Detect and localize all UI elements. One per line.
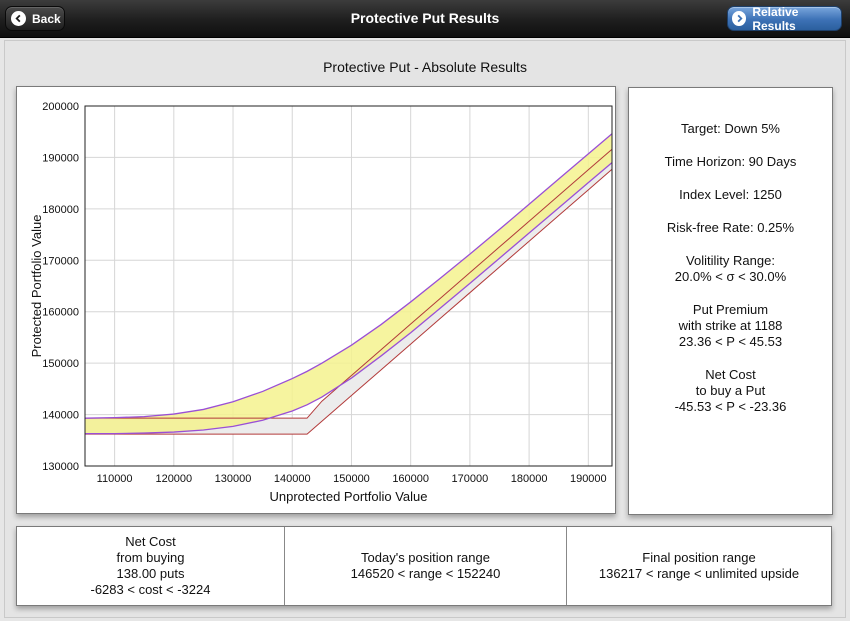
today-range-value: 146520 < range < 152240	[350, 566, 501, 581]
results-title: Protective Put - Absolute Results	[323, 59, 527, 75]
summary-today-range: Today's position range 146520 < range < …	[284, 527, 566, 605]
time-horizon-text: Time Horizon: 90 Days	[664, 154, 797, 169]
y-tick-label: 200000	[42, 101, 79, 113]
page-title: Protective Put Results	[350, 10, 500, 26]
x-axis-label: Unprotected Portfolio Value	[269, 489, 427, 504]
summary-panel: Net Cost from buying 138.00 puts -6283 <…	[16, 526, 832, 606]
back-button[interactable]: Back	[5, 6, 65, 31]
net-cost-subtitle: to buy a Put	[695, 383, 766, 398]
back-button-label: Back	[32, 11, 61, 26]
put-premium-label: Put Premium	[692, 302, 769, 317]
parameters-panel: Target: Down 5% Time Horizon: 90 Days In…	[628, 87, 833, 515]
summary-final-range: Final position range 136217 < range < un…	[566, 527, 831, 605]
final-range-heading: Final position range	[642, 550, 756, 565]
index-level-text: Index Level: 1250	[679, 187, 782, 202]
today-range-heading: Today's position range	[361, 550, 490, 565]
x-tick-label: 150000	[333, 473, 370, 485]
y-tick-label: 140000	[42, 410, 79, 422]
x-tick-label: 120000	[155, 473, 192, 485]
protective-put-chart: 110000 120000 130000 140000 150000 160000 1700…	[29, 101, 613, 504]
plot-area	[85, 106, 612, 466]
y-tick-label: 190000	[42, 152, 79, 164]
net-cost-range: -45.53 < P < -23.36	[674, 399, 787, 414]
y-tick-label: 180000	[42, 204, 79, 216]
relative-results-button[interactable]: Relative Results	[727, 4, 842, 33]
x-tick-label: 110000	[97, 473, 133, 485]
net-cost-from-buying: from buying	[116, 550, 185, 565]
plot-frame	[84, 105, 613, 467]
x-tick-label: 170000	[452, 473, 489, 485]
summary-net-cost: Net Cost from buying 138.00 puts -6283 <…	[17, 527, 284, 605]
x-tick-label: 190000	[570, 473, 607, 485]
x-tick-label: 180000	[511, 473, 548, 485]
x-tick-label: 160000	[392, 473, 429, 485]
final-range-value: 136217 < range < unlimited upside	[598, 566, 800, 581]
smooth-upper-line	[84, 133, 613, 419]
net-cost-label: Net Cost	[705, 367, 756, 382]
x-tick-label: 130000	[215, 473, 252, 485]
volatility-label: Volitility Range:	[686, 253, 775, 268]
y-tick-label: 160000	[42, 307, 79, 319]
y-axis-label: Protected Portfolio Value	[29, 215, 44, 358]
smooth-band	[85, 133, 612, 434]
kinked-lower-line	[85, 168, 613, 435]
put-strike-text: with strike at 1188	[678, 318, 783, 333]
risk-free-rate-text: Risk-free Rate: 0.25%	[666, 220, 795, 235]
chevron-left-icon	[11, 11, 26, 26]
volatility-range: 20.0% < σ < 30.0%	[674, 269, 787, 284]
x-tick-label: 140000	[274, 473, 311, 485]
relative-results-label: Relative Results	[752, 4, 799, 33]
y-tick-label: 130000	[42, 461, 79, 473]
puts-count: 138.00 puts	[116, 566, 185, 581]
chevron-right-icon	[732, 11, 747, 26]
target-text: Target: Down 5%	[681, 121, 780, 136]
cost-range: -6283 < cost < -3224	[90, 582, 211, 597]
y-tick-label: 150000	[42, 358, 79, 370]
navigation-bar: Back Protective Put Results Relative Res…	[0, 0, 850, 38]
put-premium-range: 23.36 < P < 45.53	[678, 334, 783, 349]
y-tick-label: 170000	[42, 255, 79, 267]
chart-panel: 110000 120000 130000 140000 150000 160000 1700…	[16, 86, 616, 514]
smooth-lower-line	[85, 162, 613, 435]
net-cost-heading: Net Cost	[125, 534, 176, 549]
